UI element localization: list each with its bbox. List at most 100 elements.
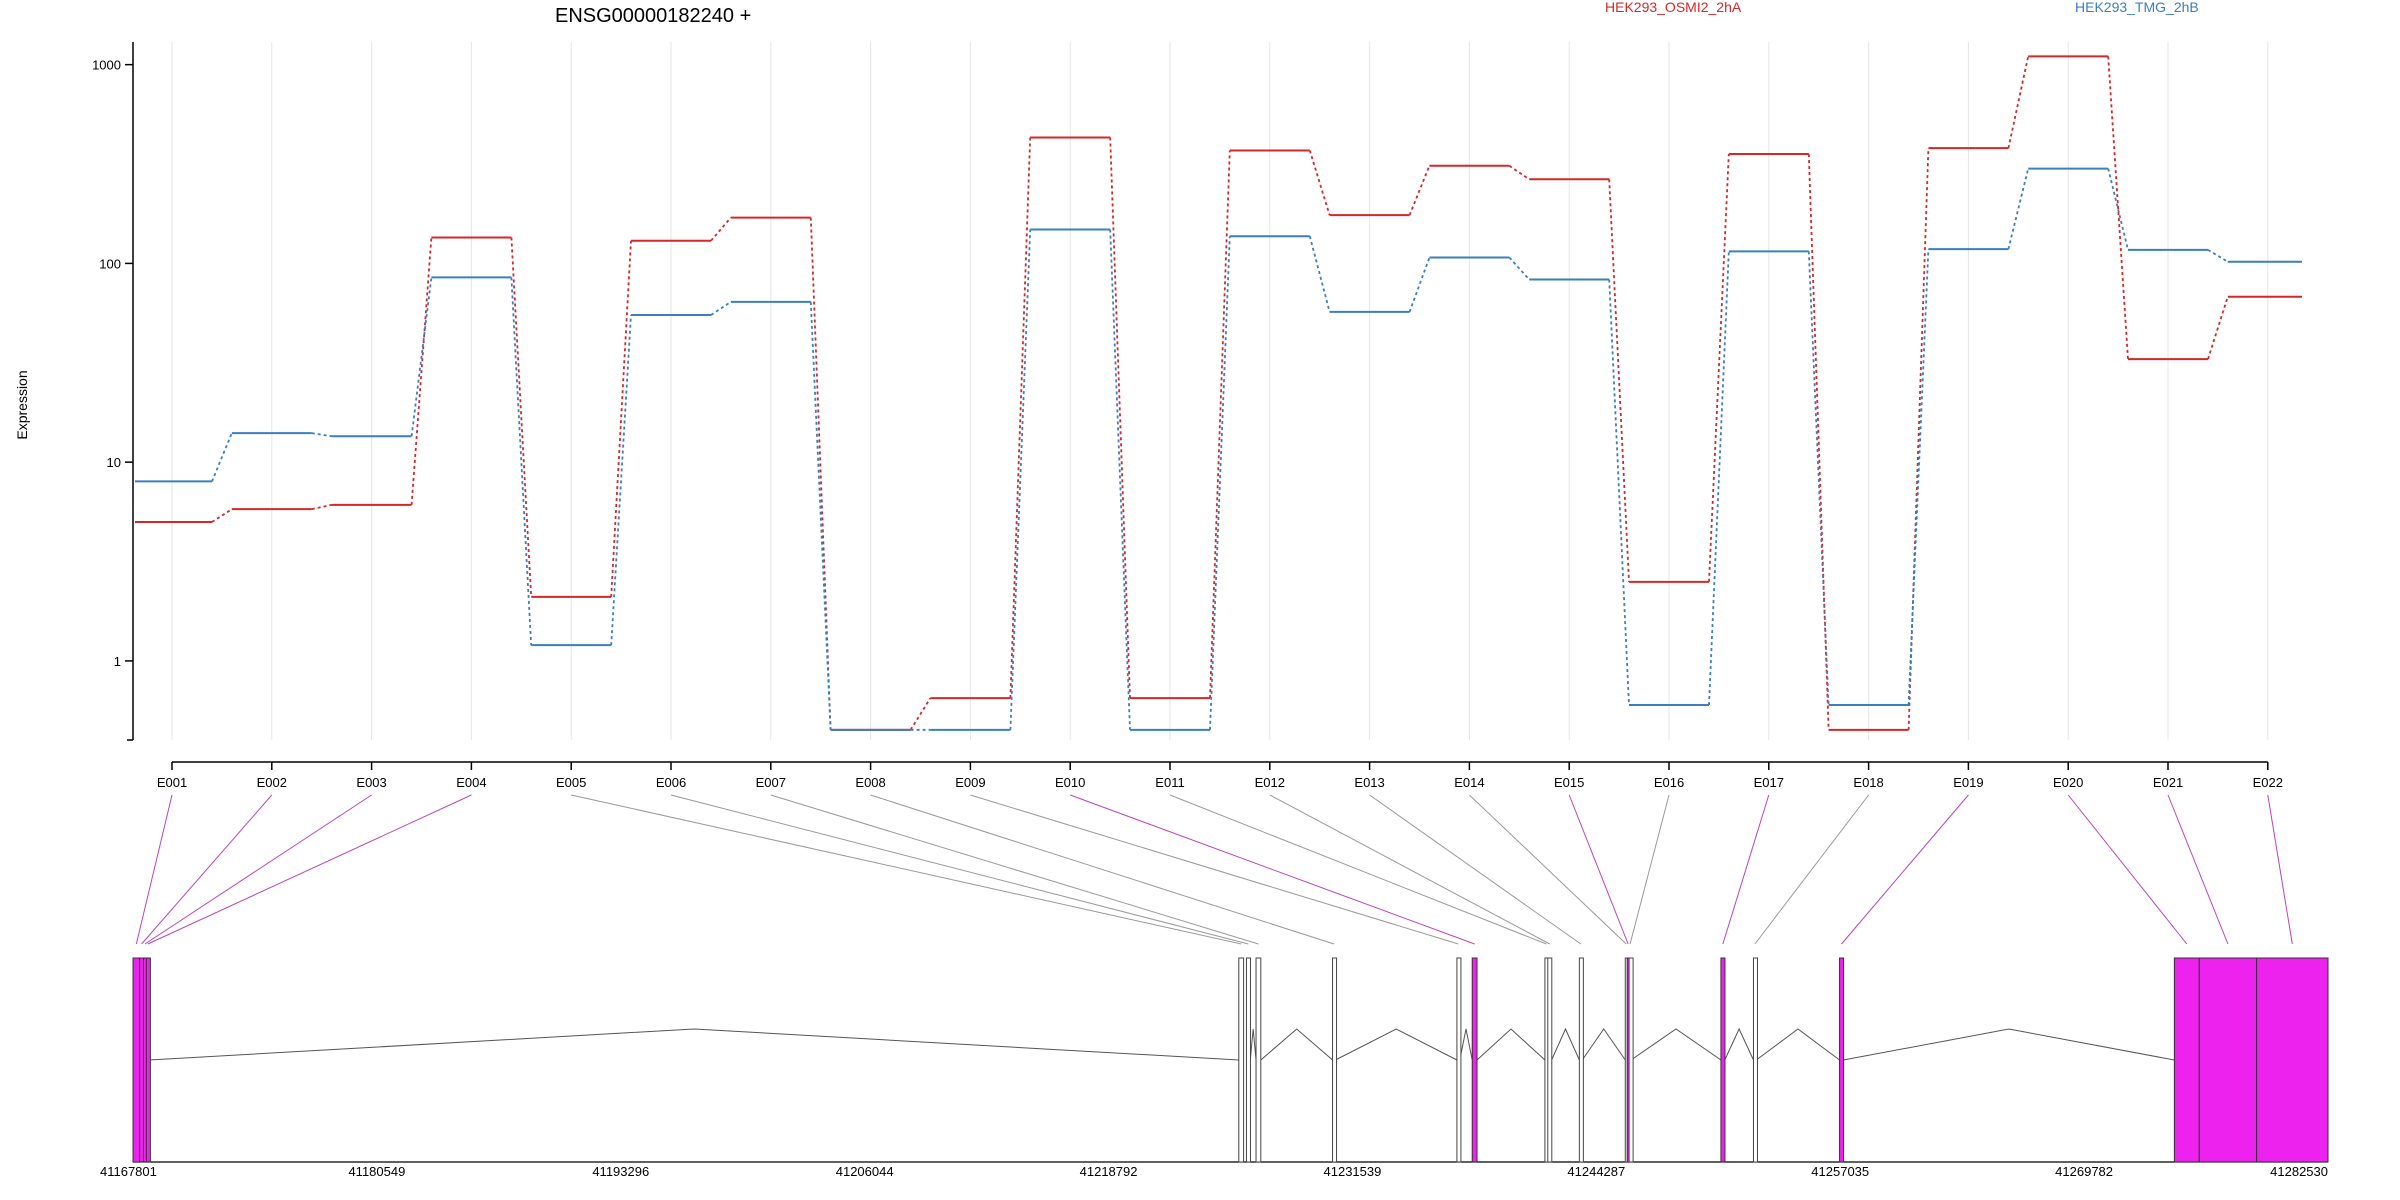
exon-box-e020 [2173,957,2200,1163]
connector-e003 [144,794,372,945]
x-tick-label-e006: E006 [656,775,686,790]
series-transition [1308,150,1331,216]
intron-line [1551,1027,1580,1061]
x-tick-label-e018: E018 [1853,775,1883,790]
intron-line [149,1028,1239,1061]
gene-model: 41167801 41180549 41193296 41206044 41218792… [100,957,2329,1179]
series-transition [2007,168,2030,250]
connector-e008 [870,794,1335,945]
connector-e017 [1722,794,1770,945]
x-tick-label-e005: E005 [556,775,586,790]
series-transition [1209,150,1231,699]
series-transition [311,432,332,438]
intron-line [1756,1028,1840,1061]
series-transition [809,217,832,730]
series-transition [1807,251,1830,706]
series-transition [2207,249,2229,263]
x-tick-label-e016: E016 [1654,775,1684,790]
connector-e016 [1629,794,1670,945]
series-transition [1009,137,1032,699]
series-transition [510,277,533,646]
series-transition [2207,296,2229,360]
series-transition [410,237,433,505]
genome-coordinate-label: 41193296 [592,1164,649,1179]
series-transition [1508,256,1530,281]
exon-box-e019 [1839,957,1845,1163]
connector-e007 [770,794,1259,945]
series-transition [2107,56,2129,360]
exon-box-e005 [1238,957,1245,1163]
genome-coordinate-label: 41282530 [2270,1164,2328,1179]
exon-box-e021 [2198,957,2258,1163]
x-tick-label-e021: E021 [2153,775,2183,790]
series-transition [1708,153,1730,582]
series-b [135,167,2302,731]
y-tick-label: 1000 [92,58,121,73]
series-transition [710,301,732,316]
intron-line [1260,1028,1333,1061]
connector-e001 [135,794,173,945]
gridlines [171,42,2269,740]
series-a [135,55,2302,731]
series-lines [135,55,2302,731]
exon-connectors [135,794,2293,945]
series-transition [909,697,932,731]
intron-line [1249,1028,1257,1061]
series-transition [610,240,632,597]
intron-line [1724,1027,1754,1061]
connector-e004 [147,794,472,945]
genome-coordinate-label: 41244287 [1567,1164,1625,1179]
legend-series-b: HEK293_TMG_2hB [2075,0,2199,15]
x-tick-label-e022: E022 [2253,775,2283,790]
x-tick-label-e010: E010 [1055,775,1085,790]
x-tick-label-e017: E017 [1754,775,1784,790]
genome-coordinate-label: 41180549 [348,1164,405,1179]
exon-box-e017 [1720,957,1726,1163]
series-transition [1109,137,1131,699]
exon-box-e012 [1547,957,1553,1163]
connector-e015 [1568,794,1629,945]
series-transition [1907,249,1930,706]
x-tick-label-e009: E009 [955,775,985,790]
connector-e022 [2267,794,2293,945]
series-transition [1209,236,1231,730]
series-transition [1109,229,1131,730]
series-transition [1708,251,1730,706]
series-transition [610,314,632,646]
x-tick-label-e008: E008 [855,775,885,790]
connector-e014 [1469,794,1627,945]
series-transition [510,237,533,597]
series-transition [410,277,433,437]
x-tick-label-e004: E004 [456,775,486,790]
exon-box-e004 [145,957,151,1163]
x-tick-label-e003: E003 [356,775,386,790]
exon-box-e013 [1578,957,1584,1163]
exon-box-e016 [1628,957,1634,1163]
intron-line [1581,1028,1626,1061]
connector-e018 [1754,794,1869,945]
x-tick-label-e012: E012 [1255,775,1285,790]
exon-box-e001 [132,957,141,1163]
connector-e019 [1841,794,1969,945]
series-transition [211,508,233,523]
genome-coordinate-label: 41269782 [2055,1164,2113,1179]
connector-e009 [970,794,1459,945]
intron-line [1630,1028,1722,1061]
series-transition [1408,165,1431,216]
series-transition [1508,164,1530,181]
series-transition [1608,279,1630,706]
x-tick-label-e020: E020 [2053,775,2083,790]
connector-e010 [1070,794,1475,945]
intron-line [1476,1028,1546,1061]
x-tick-label-e014: E014 [1454,775,1484,790]
exon-box-e022 [2256,957,2329,1163]
axes: 1 10 100 1000 E001 E002 E003 E004 E005 E006 E007 E0… [92,42,2283,790]
connector-e012 [1269,794,1550,945]
connector-e002 [141,794,273,945]
x-tick-label-e007: E007 [756,775,786,790]
genome-coordinate-label: 41218792 [1080,1164,1138,1179]
series-transition [1009,229,1032,730]
x-tick-label-e002: E002 [257,775,287,790]
y-tick-label: 10 [107,455,121,470]
